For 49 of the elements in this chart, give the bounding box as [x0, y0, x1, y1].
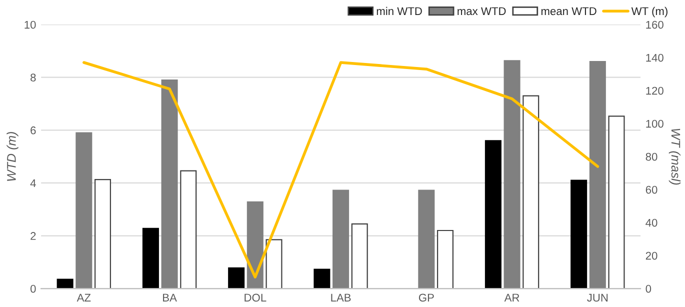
- bar: [180, 170, 197, 289]
- y-tick-label: 6: [30, 126, 36, 134]
- bar: [436, 230, 454, 289]
- x-tick-label: JUN: [587, 294, 608, 302]
- y-tick-label: 2: [30, 232, 36, 240]
- y-tick-label: 4: [30, 179, 36, 187]
- bar: [94, 178, 112, 289]
- legend-label: WT (m): [631, 6, 668, 18]
- y2-tick-label: 80: [646, 152, 658, 161]
- y2-tick-label: 40: [646, 218, 658, 227]
- bar: [266, 239, 282, 289]
- legend-label: max WTD: [458, 7, 506, 16]
- x-tick-label: DOL: [244, 294, 266, 302]
- y-tick-label: 8: [30, 74, 36, 82]
- bar: [570, 180, 588, 289]
- bar: [314, 268, 330, 289]
- legend-label: mean WTD: [541, 7, 596, 16]
- y-axis-title: WTD (m): [6, 132, 18, 181]
- bar: [608, 116, 625, 289]
- x-tick-label: BA: [163, 294, 177, 302]
- y2-tick-label: 20: [646, 252, 658, 260]
- bar: [76, 132, 92, 289]
- line-series: [82, 61, 600, 278]
- bar: [351, 223, 368, 289]
- x-tick-label: LAB: [331, 294, 351, 302]
- bar: [161, 79, 178, 289]
- bar: [246, 201, 264, 289]
- bar: [56, 278, 74, 289]
- x-tick-label: AR: [504, 294, 520, 302]
- bar: [589, 60, 606, 289]
- bar: [504, 60, 520, 289]
- y-tick-label: 10: [24, 20, 36, 29]
- bar: [484, 140, 502, 289]
- y2-tick-label: 100: [646, 120, 664, 128]
- bar: [418, 190, 435, 289]
- y2-axis-title: WT (masl): [668, 128, 681, 185]
- y-tick-label: 0: [30, 284, 36, 293]
- x-tick-label: AZ: [76, 294, 91, 302]
- y2-tick-label: 60: [646, 186, 658, 194]
- bar: [522, 95, 540, 289]
- legend-label: min WTD: [376, 6, 422, 15]
- x-tick-label: GP: [418, 294, 434, 302]
- y2-tick-label: 140: [646, 54, 664, 62]
- bar: [332, 190, 350, 289]
- bar: [228, 267, 245, 289]
- y2-tick-label: 0: [646, 284, 652, 293]
- y2-tick-label: 160: [646, 20, 664, 29]
- y2-tick-label: 120: [646, 86, 664, 95]
- bar: [142, 228, 159, 289]
